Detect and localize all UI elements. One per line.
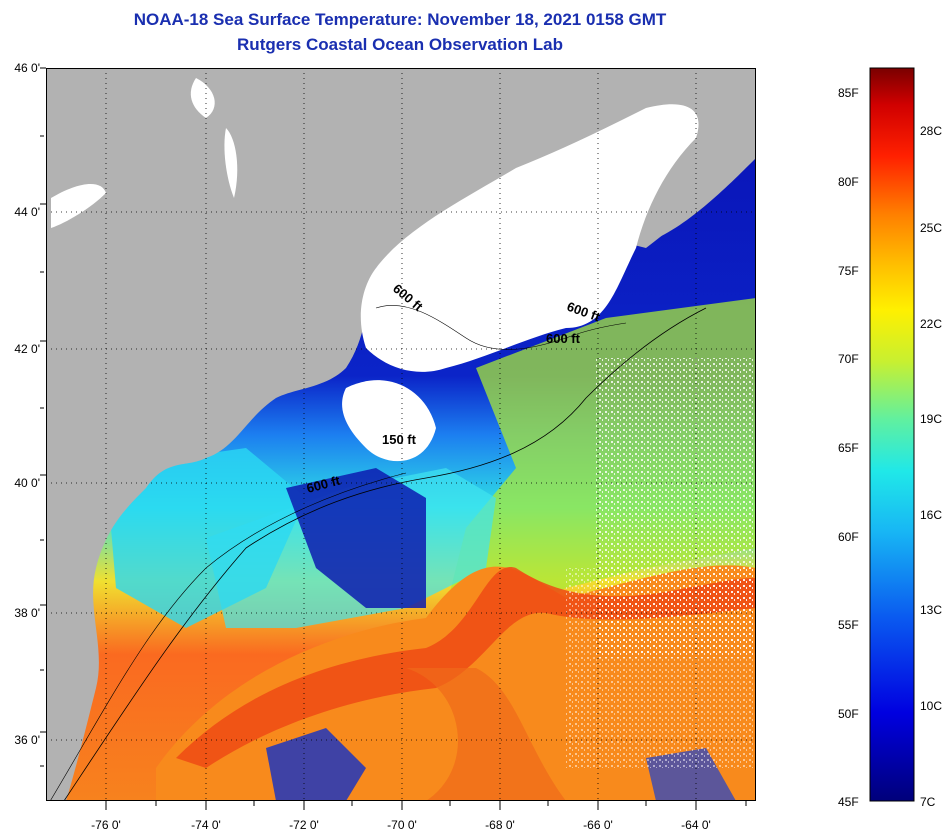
lat-label-42: 42 0' <box>14 342 40 356</box>
colorbar-c-7: 7C <box>920 795 936 809</box>
map-frame <box>46 68 756 801</box>
lon-label-70: -70 0' <box>387 818 417 832</box>
lon-label-64: -64 0' <box>681 818 711 832</box>
colorbar-c-13: 13C <box>920 603 943 617</box>
colorbar-f-80: 80F <box>838 175 859 189</box>
cold-eddy <box>286 468 426 608</box>
map-title: NOAA-18 Sea Surface Temperature: Novembe… <box>133 10 667 29</box>
lat-label-46: 46 0' <box>14 61 40 75</box>
colorbar-ramp <box>869 67 915 802</box>
lon-label-68: -68 0' <box>485 818 515 832</box>
lat-label-36: 36 0' <box>14 733 40 747</box>
colorbar-f-60: 60F <box>838 530 859 544</box>
lon-label-74: -74 0' <box>191 818 221 832</box>
colorbar-c-25: 25C <box>920 221 943 235</box>
colorbar-f-50: 50F <box>838 707 859 721</box>
colorbar-f-55: 55F <box>838 618 859 632</box>
colorbar <box>869 67 915 802</box>
colorbar-c-16: 16C <box>920 508 943 522</box>
depth-label-150: 150 ft <box>382 432 417 447</box>
lon-label-66: -66 0' <box>583 818 613 832</box>
sst-map: 600 ft 600 ft 600 ft 150 ft 600 ft <box>46 68 756 801</box>
colorbar-c-22: 22C <box>920 317 943 331</box>
lon-label-72: -72 0' <box>289 818 319 832</box>
colorbar-f-85: 85F <box>838 86 859 100</box>
map-ticks <box>40 67 747 810</box>
colorbar-f-65: 65F <box>838 441 859 455</box>
graticule <box>46 68 756 801</box>
colorbar-f-75: 75F <box>838 264 859 278</box>
lat-label-44: 44 0' <box>14 205 40 219</box>
map-subtitle: Rutgers Coastal Ocean Observation Lab <box>237 35 563 54</box>
colorbar-c-28: 28C <box>920 124 943 138</box>
cloud-gulf-of-maine <box>360 104 699 372</box>
land-mass <box>46 68 756 801</box>
colorbar-f-70: 70F <box>838 352 859 366</box>
depth-contour-600 <box>63 307 707 801</box>
depth-label-georges: 600 ft <box>546 331 581 346</box>
lat-label-38: 38 0' <box>14 606 40 620</box>
colorbar-f-45: 45F <box>838 795 859 809</box>
colorbar-c-10: 10C <box>920 699 943 713</box>
lon-label-76: -76 0' <box>91 818 121 832</box>
colorbar-c-19: 19C <box>920 412 943 426</box>
lat-label-40: 40 0' <box>14 476 40 490</box>
